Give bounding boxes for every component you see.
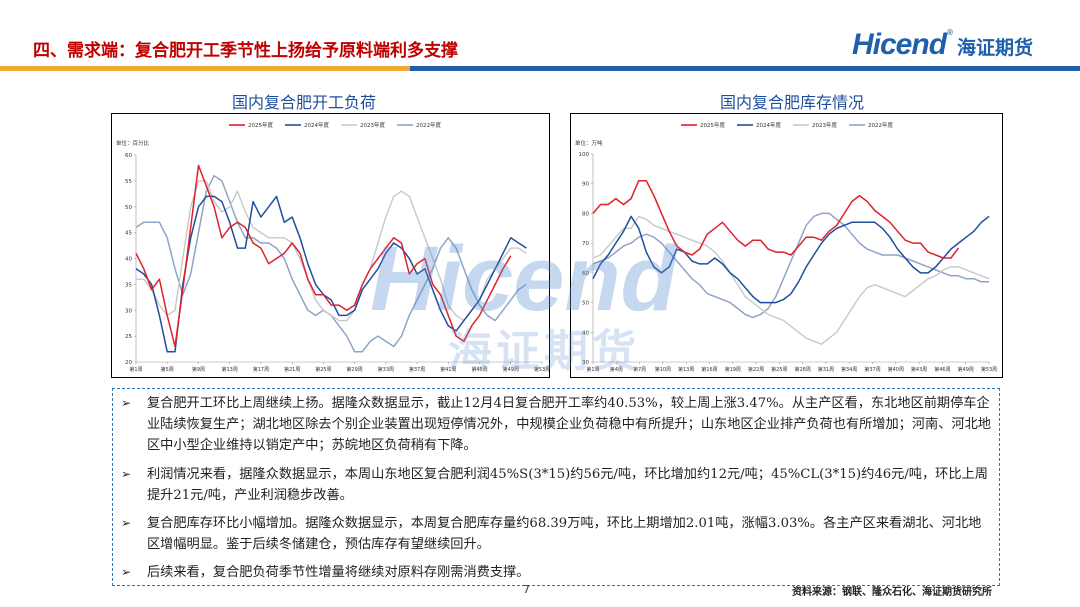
bullet-profit: ➢ 利润情况来看，据隆众数据显示，本周山东地区复合肥利润45%S(3*15)约5… xyxy=(121,464,993,506)
x-tick-label: 第7周 xyxy=(633,366,646,373)
x-tick-label: 第49周 xyxy=(503,366,519,373)
legend-label: 2023年度 xyxy=(812,121,837,129)
bullet-arrow-icon: ➢ xyxy=(121,516,132,530)
y-tick-label: 50 xyxy=(582,301,589,307)
chart-operating-rate-svg: 单位：百分比 20 25 30 35 40 45 50 55 60 第1周 第5周 第9周 第13周 第17… xyxy=(116,121,549,373)
chart-title-operating-rate: 国内复合肥开工负荷 xyxy=(232,93,377,112)
x-tick-label: 第53周 xyxy=(981,366,997,373)
chart-operating-rate: 单位：百分比 20 25 30 35 40 45 50 55 60 第1周 第5周 第9周 第13周 第17… xyxy=(111,113,550,378)
legend-label: 2022年度 xyxy=(416,121,441,129)
chart-unit-label: 单位：万吨 xyxy=(575,139,603,147)
header-stripe-orange xyxy=(0,66,410,71)
x-tick-label: 第16周 xyxy=(701,366,717,373)
analysis-textbox: ➢ 复合肥开工环比上周继续上扬。据隆众数据显示，截止12月4日复合肥开工率约40… xyxy=(112,388,1000,586)
y-tick-label: 60 xyxy=(125,153,132,159)
series-line xyxy=(592,179,960,259)
legend-label: 2024年度 xyxy=(756,121,781,129)
logo-text-cn: 海证期货 xyxy=(957,37,1034,59)
legend-label: 2023年度 xyxy=(360,121,385,129)
legend-label: 2024年度 xyxy=(304,121,329,129)
page-number: 7 xyxy=(523,583,530,596)
x-tick-label: 第13周 xyxy=(222,366,238,373)
x-tick-label: 第31周 xyxy=(818,366,834,373)
x-tick-label: 第43周 xyxy=(911,366,927,373)
x-tick-label: 第41周 xyxy=(440,366,456,373)
bullet-text: 复合肥开工环比上周继续上扬。据隆众数据显示，截止12月4日复合肥开工率约40.5… xyxy=(147,396,991,453)
y-tick-label: 90 xyxy=(582,182,589,188)
chart-inventory: 单位：万吨 30 40 50 60 70 80 90 100 第1周 第4周 第7周 第10周 第13周第… xyxy=(570,113,1003,378)
bullet-arrow-icon: ➢ xyxy=(121,565,132,579)
y-tick-label: 20 xyxy=(125,360,132,366)
x-tick-label: 第10周 xyxy=(655,366,671,373)
page-title: 四、需求端：复合肥开工季节性上扬给予原料端利多支撑 xyxy=(33,41,458,61)
company-logo: Hicend®海证期货 xyxy=(852,28,1033,62)
y-tick-label: 45 xyxy=(125,231,132,237)
registered-mark: ® xyxy=(946,28,955,37)
x-tick-label: 第19周 xyxy=(725,366,741,373)
bullet-text: 复合肥库存环比小幅增加。据隆众数据显示，本周复合肥库存量约68.39万吨，环比上… xyxy=(147,516,982,552)
y-tick-label: 25 xyxy=(125,334,132,340)
x-tick-label: 第34周 xyxy=(841,366,857,373)
legend-label: 2025年度 xyxy=(248,121,273,129)
bullet-text: 利润情况来看，据隆众数据显示，本周山东地区复合肥利润45%S(3*15)约56元… xyxy=(147,467,988,503)
chart-unit-label: 单位：百分比 xyxy=(116,139,150,147)
bullet-outlook: ➢ 后续来看，复合肥负荷季节性增量将继续对原料存刚需消费支撑。 xyxy=(121,562,993,583)
bullet-arrow-icon: ➢ xyxy=(121,396,132,410)
chart-inventory-svg: 单位：万吨30405060708090100第1周 第4周 第7周 第10周 第13周第… xyxy=(575,121,997,373)
y-tick-label: 70 xyxy=(582,241,589,247)
x-tick-label: 第28周 xyxy=(794,366,810,373)
y-tick-label: 30 xyxy=(125,308,132,314)
legend-label: 2025年度 xyxy=(700,121,725,129)
series-line xyxy=(136,180,527,322)
x-tick-label: 第40周 xyxy=(888,366,904,373)
chart-title-inventory: 国内复合肥库存情况 xyxy=(720,93,865,112)
x-tick-label: 第29周 xyxy=(346,366,362,373)
y-tick-label: 80 xyxy=(582,211,589,217)
x-tick-label: 第1周 xyxy=(586,366,599,373)
bullet-arrow-icon: ➢ xyxy=(121,467,132,481)
x-tick-label: 第33周 xyxy=(378,366,394,373)
x-tick-label: 第9周 xyxy=(192,366,205,373)
x-tick-label: 第46周 xyxy=(934,366,950,373)
y-tick-label: 100 xyxy=(579,152,590,158)
x-tick-label: 第37周 xyxy=(864,366,880,373)
x-tick-label: 第1周 xyxy=(129,366,142,373)
y-tick-label: 35 xyxy=(125,282,132,288)
legend-label: 2022年度 xyxy=(868,121,893,129)
x-tick-label: 第49周 xyxy=(958,366,974,373)
y-tick-label: 60 xyxy=(582,271,589,277)
series-line xyxy=(592,212,989,319)
series-line xyxy=(135,164,512,348)
series-line xyxy=(592,215,990,345)
series-line xyxy=(135,195,527,353)
x-tick-label: 第25周 xyxy=(771,366,787,373)
x-tick-label: 第37周 xyxy=(409,366,425,373)
x-tick-label: 第53周 xyxy=(534,366,549,373)
y-tick-label: 40 xyxy=(582,330,589,336)
x-tick-label: 第13周 xyxy=(678,366,694,373)
x-tick-label: 第22周 xyxy=(748,366,764,373)
x-tick-label: 第5周 xyxy=(161,366,174,373)
x-tick-label: 第21周 xyxy=(284,366,300,373)
bullet-text: 后续来看，复合肥负荷季节性增量将继续对原料存刚需消费支撑。 xyxy=(147,565,530,580)
bullet-inventory: ➢ 复合肥库存环比小幅增加。据隆众数据显示，本周复合肥库存量约68.39万吨，环… xyxy=(121,513,993,555)
y-tick-label: 40 xyxy=(125,257,132,263)
data-source: 资料来源：钢联、隆众石化、海证期货研究所 xyxy=(792,587,992,598)
x-tick-label: 第17周 xyxy=(253,366,269,373)
y-tick-label: 55 xyxy=(125,179,132,185)
x-tick-label: 第25周 xyxy=(315,366,331,373)
x-tick-label: 第45周 xyxy=(471,366,487,373)
logo-text-en: Hicend xyxy=(852,28,947,61)
y-tick-label: 50 xyxy=(125,205,132,211)
series-line xyxy=(592,215,990,304)
bullet-operating-rate: ➢ 复合肥开工环比上周继续上扬。据隆众数据显示，截止12月4日复合肥开工率约40… xyxy=(121,393,993,456)
header-stripe-blue xyxy=(410,66,1080,71)
y-tick-label: 30 xyxy=(582,360,589,366)
x-tick-label: 第4周 xyxy=(610,366,623,373)
